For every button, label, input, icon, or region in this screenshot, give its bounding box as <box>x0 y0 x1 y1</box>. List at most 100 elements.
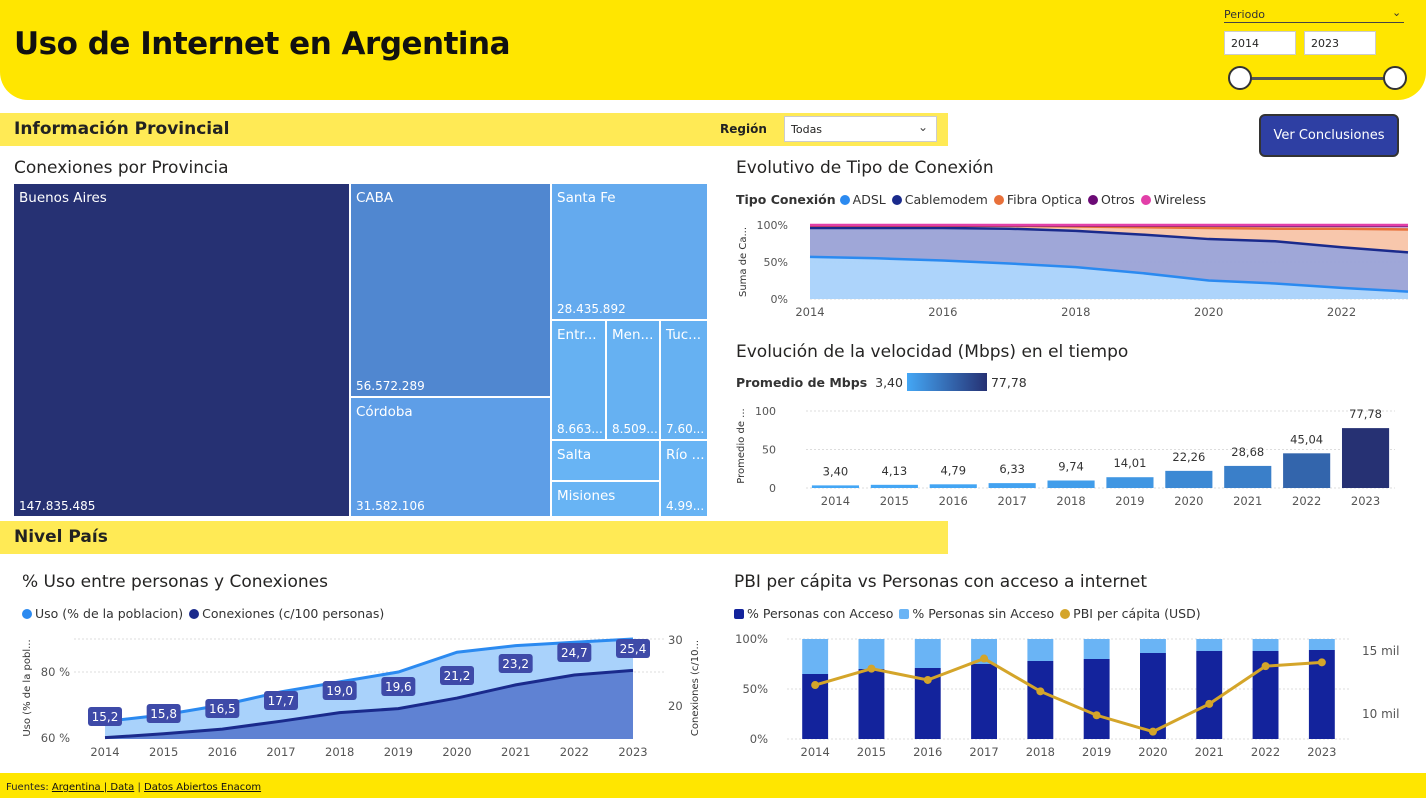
legend-item-fibra-optica[interactable]: Fibra Optica <box>994 192 1082 207</box>
bar <box>989 483 1036 488</box>
uso-conexiones-title: % Uso entre personas y Conexiones <box>22 572 328 592</box>
period-slider-track[interactable] <box>1240 77 1396 80</box>
bar <box>1224 466 1271 488</box>
x-tick-label: 2014 <box>795 305 824 319</box>
treemap-cell-santa-fe[interactable]: Santa Fe 28.435.892 <box>551 183 708 320</box>
treemap-value: 8.509... <box>612 422 658 436</box>
x-tick-label: 2018 <box>1056 494 1085 508</box>
pbi-title: PBI per cápita vs Personas con acceso a … <box>734 572 1147 592</box>
treemap-cell-tucuman[interactable]: Tuc... 7.60... <box>660 320 708 440</box>
tipo-conexion-title: Evolutivo de Tipo de Conexión <box>736 158 994 178</box>
treemap-value: 4.99... <box>666 499 704 513</box>
bar <box>871 485 918 488</box>
bar <box>1047 481 1094 488</box>
treemap-cell-salta[interactable]: Salta <box>551 440 660 481</box>
treemap-value: 7.60... <box>666 422 704 436</box>
bar-sin-acceso <box>1140 639 1166 653</box>
x-tick-label: 2016 <box>208 745 237 759</box>
x-tick-label: 2019 <box>1082 745 1111 759</box>
x-tick-label: 2018 <box>325 745 354 759</box>
treemap-cell-entre-rios[interactable]: Entr... 8.663... <box>551 320 606 440</box>
x-tick-label: 2017 <box>969 745 998 759</box>
bar <box>1283 453 1330 488</box>
bar-con-acceso <box>859 669 885 739</box>
data-label: 19,6 <box>385 680 412 694</box>
legend-item-uso[interactable]: Uso (% de la poblacion) <box>22 606 183 621</box>
legend-label: Otros <box>1101 192 1135 207</box>
velocidad-legend: Promedio de Mbps 3,40 77,78 <box>736 373 1027 391</box>
treemap-label: CABA <box>356 190 393 206</box>
treemap-cell-caba[interactable]: CABA 56.572.289 <box>350 183 551 397</box>
pbi-legend: % Personas con Acceso % Personas sin Acce… <box>734 606 1207 621</box>
line-pbi <box>815 659 1322 732</box>
chevron-down-icon[interactable]: ⌄ <box>918 120 928 134</box>
bar-sin-acceso <box>915 639 941 668</box>
bar-con-acceso <box>1196 651 1222 739</box>
legend-title: Promedio de Mbps <box>736 375 867 390</box>
legend-item-otros[interactable]: Otros <box>1088 192 1135 207</box>
uso-conexiones-legend: Uso (% de la poblacion) Conexiones (c/100… <box>22 606 390 621</box>
treemap-cell-buenos-aires[interactable]: Buenos Aires 147.835.485 <box>13 183 350 517</box>
point-pbi <box>1205 700 1213 708</box>
treemap-label: Men... <box>612 327 653 343</box>
bar <box>930 484 977 488</box>
legend-title: Tipo Conexión <box>736 192 836 207</box>
legend-item-pbi[interactable]: PBI per cápita (USD) <box>1060 606 1200 621</box>
y-tick-label-right: 15 mil <box>1362 644 1399 658</box>
treemap-label: Río ... <box>666 447 705 463</box>
x-tick-label: 2015 <box>149 745 178 759</box>
treemap-value: 28.435.892 <box>557 302 626 316</box>
date-to-input[interactable]: 2023 <box>1304 31 1376 55</box>
ver-conclusiones-button[interactable]: Ver Conclusiones <box>1259 114 1399 157</box>
treemap-label: Misiones <box>557 488 615 504</box>
y-tick-label: 60 % <box>41 731 70 745</box>
tipo-conexion-legend: Tipo Conexión ADSL Cablemodem Fibra Optica… <box>736 192 1212 207</box>
data-label: 22,26 <box>1172 450 1205 464</box>
legend-min: 3,40 <box>875 375 903 390</box>
x-tick-label: 2022 <box>1292 494 1321 508</box>
region-select[interactable]: Todas <box>784 116 937 142</box>
treemap-cell-misiones[interactable]: Misiones <box>551 481 660 517</box>
date-from-input[interactable]: 2014 <box>1224 31 1296 55</box>
footer-link-argentina-data[interactable]: Argentina | Data <box>52 782 134 793</box>
legend-item-conexiones[interactable]: Conexiones (c/100 personas) <box>189 606 384 621</box>
x-tick-label: 2016 <box>913 745 942 759</box>
treemap-cell-rio-negro[interactable]: Río ... 4.99... <box>660 440 708 517</box>
y-tick-label-right: 10 mil <box>1362 707 1399 721</box>
bar <box>812 485 859 488</box>
x-tick-label: 2015 <box>880 494 909 508</box>
pais-section-bar: Nivel País <box>0 521 948 554</box>
point-pbi <box>1262 662 1270 670</box>
bar-con-acceso <box>1084 659 1110 739</box>
treemap-cell-mendoza[interactable]: Men... 8.509... <box>606 320 660 440</box>
chevron-down-icon[interactable]: ⌄ <box>1392 6 1401 19</box>
x-tick-label: 2020 <box>1138 745 1167 759</box>
x-tick-label: 2014 <box>90 745 119 759</box>
x-tick-label: 2020 <box>1194 305 1223 319</box>
y-tick-label: 100% <box>757 219 788 232</box>
legend-item-cablemodem[interactable]: Cablemodem <box>892 192 988 207</box>
treemap-value: 31.582.106 <box>356 499 425 513</box>
data-label: 15,8 <box>150 707 177 721</box>
periodo-label[interactable]: Periodo <box>1224 8 1404 23</box>
legend-item-sin-acceso[interactable]: % Personas sin Acceso <box>899 606 1054 621</box>
legend-label: % Personas sin Acceso <box>912 606 1054 621</box>
treemap: Buenos Aires 147.835.485 CABA 56.572.289… <box>13 183 708 517</box>
point-pbi <box>924 676 932 684</box>
period-slider-end-handle[interactable] <box>1383 66 1407 90</box>
footer-link-enacom[interactable]: Datos Abiertos Enacom <box>144 782 261 793</box>
x-tick-label: 2014 <box>821 494 850 508</box>
treemap-title: Conexiones por Provincia <box>14 158 228 178</box>
legend-item-con-acceso[interactable]: % Personas con Acceso <box>734 606 893 621</box>
legend-item-wireless[interactable]: Wireless <box>1141 192 1206 207</box>
treemap-cell-cordoba[interactable]: Córdoba 31.582.106 <box>350 397 551 517</box>
legend-item-adsl[interactable]: ADSL <box>840 192 886 207</box>
point-pbi <box>980 655 988 663</box>
point-pbi <box>867 665 875 673</box>
page-title: Uso de Internet en Argentina <box>14 26 510 62</box>
data-label: 6,33 <box>999 462 1025 476</box>
x-tick-label: 2022 <box>1251 745 1280 759</box>
treemap-label: Santa Fe <box>557 190 616 206</box>
period-slider-start-handle[interactable] <box>1228 66 1252 90</box>
